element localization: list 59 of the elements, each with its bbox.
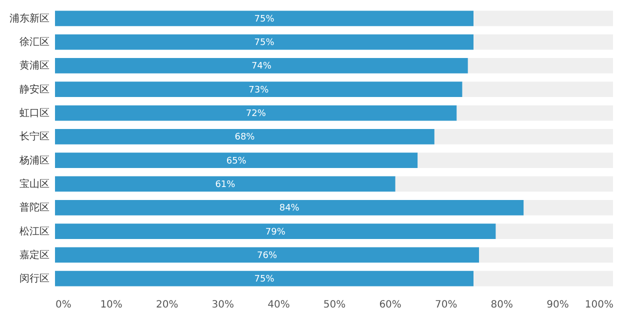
y-tick-label: 徐汇区 bbox=[20, 36, 50, 48]
bar bbox=[474, 10, 613, 26]
x-tick-label: 70% bbox=[434, 300, 458, 310]
bar bbox=[524, 200, 613, 216]
data-label: 74% bbox=[251, 62, 272, 72]
y-tick-label: 松江区 bbox=[20, 225, 50, 238]
bar bbox=[479, 247, 613, 263]
x-tick-label: 80% bbox=[490, 300, 514, 310]
data-label: 75% bbox=[254, 274, 275, 285]
y-tick-label: 静安区 bbox=[20, 83, 50, 96]
y-tick-label: 嘉定区 bbox=[20, 248, 50, 261]
y-tick-label: 杨浦区 bbox=[18, 154, 50, 166]
bar bbox=[55, 34, 474, 50]
x-tick-label: 30% bbox=[212, 300, 234, 310]
y-tick-label: 普陀区 bbox=[20, 202, 50, 214]
bar bbox=[496, 224, 613, 239]
x-tick-label: 100% bbox=[584, 300, 614, 310]
bar bbox=[55, 200, 524, 216]
bar bbox=[55, 152, 418, 168]
bar bbox=[55, 270, 474, 286]
bar bbox=[55, 58, 468, 74]
data-label: 79% bbox=[265, 227, 286, 238]
data-label: 75% bbox=[254, 38, 275, 48]
bar bbox=[55, 247, 480, 263]
bar bbox=[55, 176, 396, 192]
bar bbox=[55, 105, 457, 121]
bar bbox=[55, 82, 462, 98]
data-label: 65% bbox=[226, 156, 247, 166]
bar bbox=[395, 176, 613, 192]
x-tick-label: 50% bbox=[323, 300, 346, 310]
bar bbox=[462, 82, 613, 98]
y-tick-label: 浦东新区 bbox=[10, 12, 50, 24]
x-tick-label: 60% bbox=[379, 300, 402, 310]
bar bbox=[474, 270, 613, 286]
bar bbox=[474, 34, 613, 50]
y-tick-label: 宝山区 bbox=[20, 178, 50, 190]
bar bbox=[434, 128, 613, 144]
data-label: 61% bbox=[215, 180, 236, 190]
y-tick-label: 虹口区 bbox=[20, 107, 50, 120]
x-tick-label: 90% bbox=[546, 300, 569, 310]
data-label: 76% bbox=[257, 250, 278, 261]
bar bbox=[456, 105, 613, 121]
data-label: 68% bbox=[234, 132, 256, 143]
bar bbox=[468, 58, 613, 74]
data-label: 84% bbox=[279, 204, 300, 214]
bar bbox=[55, 10, 474, 26]
bar bbox=[55, 224, 496, 239]
data-label: 75% bbox=[254, 14, 275, 24]
x-tick-label: 40% bbox=[268, 300, 290, 310]
data-label: 72% bbox=[246, 109, 266, 120]
data-label: 73% bbox=[248, 85, 270, 96]
x-tick-label: 20% bbox=[156, 300, 178, 310]
y-tick-label: 闵行区 bbox=[20, 272, 50, 285]
bar bbox=[418, 152, 613, 168]
x-tick-label: 10% bbox=[100, 300, 122, 310]
x-tick-label: 0% bbox=[56, 300, 72, 310]
y-tick-label: 长宁区 bbox=[20, 130, 50, 143]
bar bbox=[55, 128, 434, 144]
y-tick-label: 黄浦区 bbox=[20, 60, 50, 72]
